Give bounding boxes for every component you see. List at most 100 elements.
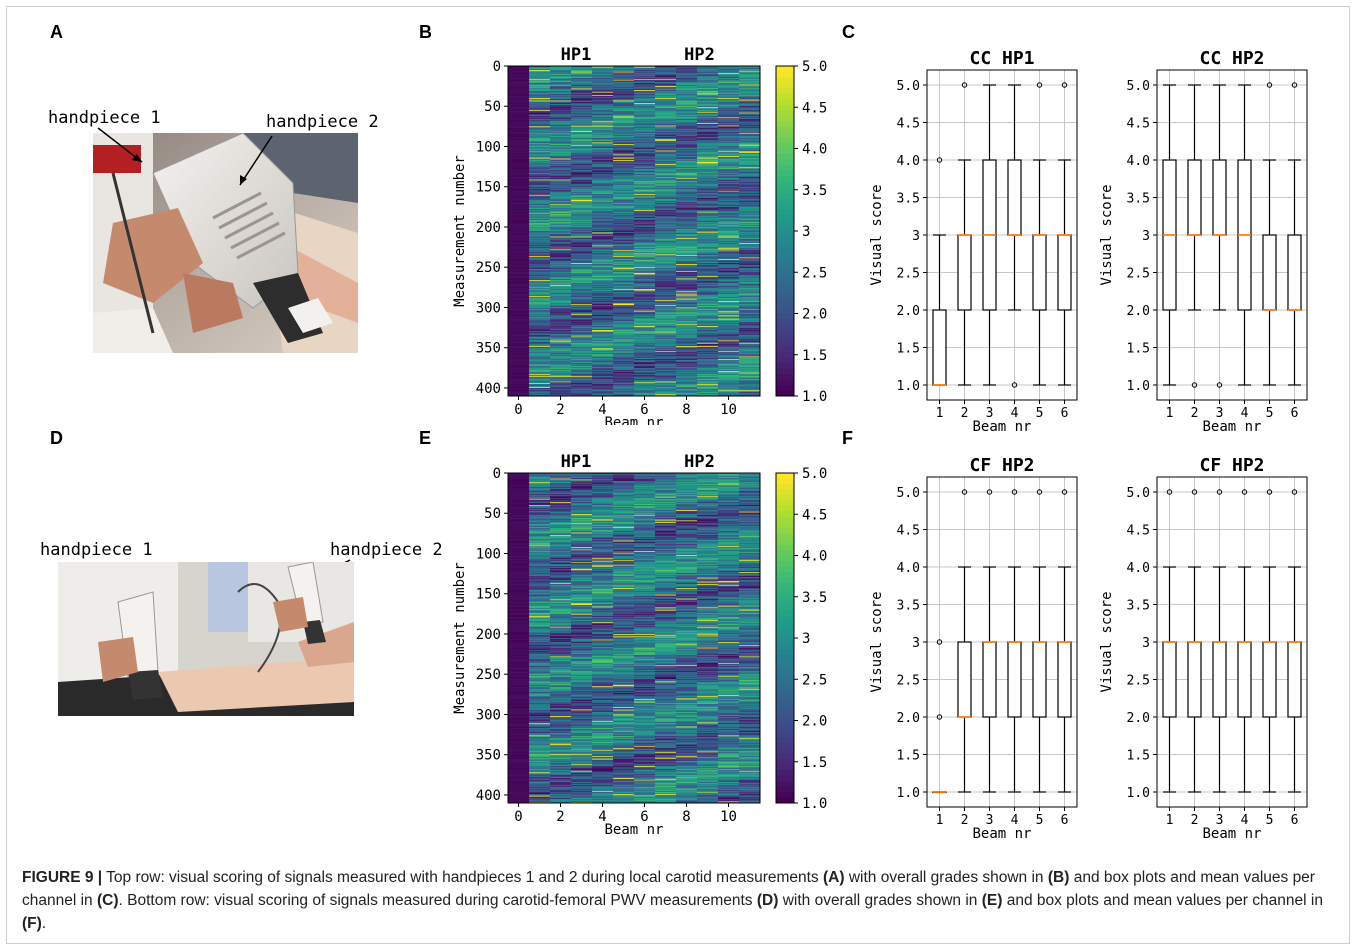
heatmap-cell (697, 99, 719, 101)
heatmap-cell (655, 152, 677, 154)
heatmap-cell (697, 90, 719, 92)
heatmap-cell (697, 132, 719, 134)
heatmap-cell (613, 257, 635, 259)
heatmap-cell (655, 186, 677, 188)
heatmap-cell (529, 353, 551, 355)
heatmap-cell (634, 202, 656, 204)
heatmap-cell (676, 309, 698, 311)
heatmap-cell (676, 96, 698, 98)
heatmap-cell (613, 121, 635, 123)
heatmap-cell (718, 358, 740, 360)
heatmap-cell (697, 94, 719, 96)
heatmap-cell (592, 346, 614, 349)
heatmap-cell (613, 318, 635, 320)
heatmap-cell (676, 93, 698, 95)
heatmap-cell (592, 88, 614, 90)
heatmap-cell (571, 311, 593, 313)
heatmap-cell (592, 316, 614, 318)
heatmap-cell (592, 191, 614, 193)
heatmap-cell (676, 94, 698, 96)
heatmap-cell (739, 298, 761, 300)
heatmap-cell (571, 123, 593, 125)
heatmap-cell (718, 391, 740, 394)
heatmap-cell (676, 114, 698, 116)
heatmap-cell (550, 247, 572, 249)
heatmap-cell (697, 211, 719, 213)
heatmap-cell (550, 266, 572, 268)
heatmap-cell (550, 286, 572, 288)
heatmap-cell (592, 353, 614, 355)
heatmap-cell (739, 221, 761, 223)
heatmap-cell (571, 112, 593, 114)
heatmap-cell (718, 268, 740, 270)
panel-letter-e: E (419, 428, 432, 448)
heatmap-cell (655, 263, 677, 265)
colorbar-segment (776, 176, 794, 182)
heatmap-cell (508, 120, 530, 122)
heatmap-cell (697, 144, 719, 146)
heatmap-cell (718, 160, 740, 162)
heatmap-cell (676, 105, 698, 107)
heatmap-cell (739, 145, 761, 147)
heatmap-cell (550, 350, 572, 353)
heatmap-cell (592, 177, 614, 179)
heatmap-cell (508, 123, 530, 125)
heatmap-cell (655, 342, 677, 344)
colorbar-segment (776, 82, 794, 89)
heatmap-cell (676, 316, 698, 318)
heatmap-cell (676, 202, 698, 204)
heatmap-cell (613, 94, 635, 97)
heatmap-cell (613, 95, 635, 97)
heatmap-cell (529, 187, 551, 189)
heatmap-cell (571, 321, 593, 324)
heatmap-cell (613, 394, 635, 396)
heatmap-cell (550, 330, 572, 332)
heatmap-cell (739, 195, 761, 197)
heatmap-cell (739, 342, 761, 344)
heatmap-cell (739, 322, 761, 324)
heatmap-cell (655, 296, 677, 298)
heatmap-cell (529, 104, 551, 106)
heatmap-cell (697, 330, 719, 332)
heatmap-cell (550, 272, 572, 274)
y-tick-label: 50 (484, 99, 501, 115)
heatmap-cell (550, 235, 572, 237)
heatmap-cell (655, 200, 677, 202)
heatmap-cell (655, 94, 677, 97)
heatmap-cell (550, 311, 572, 313)
heatmap-cell (739, 203, 761, 205)
heatmap-cell (529, 123, 551, 126)
heatmap-cell (697, 127, 719, 129)
heatmap-cell (571, 161, 593, 163)
heatmap-cell (529, 204, 551, 206)
heatmap-cell (697, 233, 719, 235)
heatmap-cell (613, 265, 635, 267)
heatmap-cell (634, 256, 656, 258)
heatmap-cell (571, 394, 593, 396)
heatmap-cell (676, 132, 698, 134)
heatmap-cell (571, 106, 593, 108)
heatmap-cell (655, 305, 677, 307)
heatmap-cell (550, 162, 572, 164)
heatmap-cell (550, 140, 572, 142)
heatmap-cell (592, 286, 614, 288)
heatmap-cell (718, 83, 740, 85)
heatmap-cell (718, 121, 740, 123)
heatmap-cell (592, 375, 614, 377)
heatmap-cell (739, 86, 761, 89)
heatmap-cell (550, 284, 572, 287)
heatmap-cell (529, 145, 551, 147)
heatmap-cell (718, 298, 740, 300)
heatmap-cell (613, 215, 635, 217)
heatmap-cell (739, 286, 761, 288)
heatmap-cell (571, 329, 593, 331)
heatmap-cell (634, 194, 656, 196)
heatmap-cell (571, 203, 593, 205)
heatmap-cell (739, 374, 761, 376)
heatmap-cell (634, 162, 656, 164)
heatmap-cell (508, 264, 530, 266)
heatmap-cell (697, 226, 719, 228)
heatmap-cell (697, 393, 719, 395)
heatmap-cell (508, 202, 530, 204)
heatmap-cell (739, 81, 761, 83)
